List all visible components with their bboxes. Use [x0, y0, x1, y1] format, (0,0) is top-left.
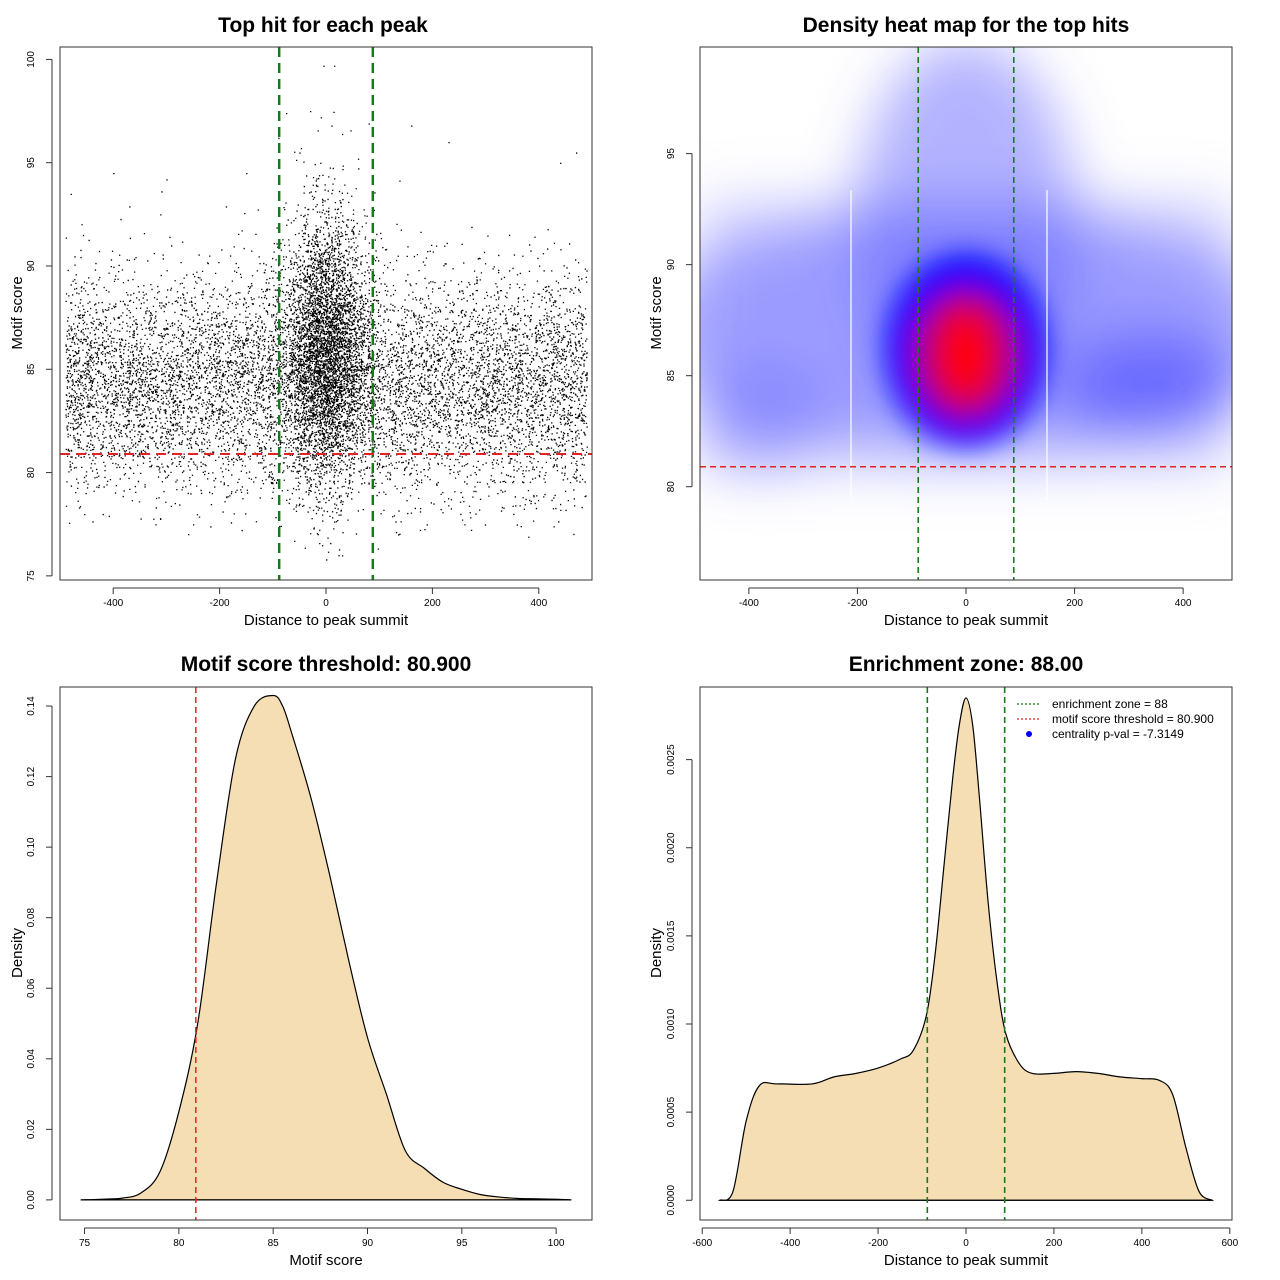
y-tick-label: 90: [26, 260, 37, 272]
score-density-title: Motif score threshold: 80.900: [181, 653, 472, 676]
heatmap-x-axis-label: Distance to peak summit: [884, 612, 1049, 629]
y-tick-label: 0.0025: [666, 744, 677, 775]
distance-density-x-axis-label: Distance to peak summit: [884, 1252, 1049, 1269]
score-density-y-axis-label: Density: [9, 927, 26, 978]
x-tick-label: -400: [739, 598, 759, 609]
y-tick-label: 0.02: [26, 1119, 37, 1139]
x-tick-label: 400: [530, 598, 547, 609]
y-tick-label: 0.00: [26, 1190, 37, 1210]
distance-density-title: Enrichment zone: 88.00: [849, 653, 1084, 676]
score-density-panel: Motif score threshold: 80.900 75 80 85 90 95…: [9, 653, 593, 1269]
x-tick-label: -600: [692, 1238, 712, 1249]
y-tick-label: 0.0015: [666, 920, 677, 951]
y-tick-label: 0.0020: [666, 832, 677, 863]
x-tick-label: 0: [963, 598, 969, 609]
x-tick-label: -400: [780, 1238, 800, 1249]
distance-density-plot-frame: [699, 686, 1233, 1221]
x-tick-label: 90: [362, 1238, 374, 1249]
x-tick-label: 200: [424, 598, 441, 609]
heatmap-axes: -400 -200 0 200 400 80 85 90 95: [666, 148, 1192, 609]
x-tick-label: -400: [103, 598, 123, 609]
x-tick-label: 600: [1221, 1238, 1238, 1249]
x-tick-label: -200: [210, 598, 230, 609]
score-density-x-axis-label: Motif score: [289, 1252, 362, 1269]
legend-enrichment-label: enrichment zone = 88: [1052, 697, 1168, 711]
y-tick-label: 0.12: [26, 766, 37, 786]
x-tick-label: 400: [1175, 598, 1192, 609]
y-tick-label: 80: [26, 467, 37, 479]
y-tick-label: 0.14: [26, 696, 37, 716]
y-tick-label: 0.0010: [666, 1008, 677, 1039]
x-tick-label: 95: [456, 1238, 468, 1249]
scatter-panel: Top hit for each peak -400 -200 0 200 400 75 8…: [9, 14, 593, 629]
y-tick-label: 0.0005: [666, 1096, 677, 1127]
y-tick-label: 95: [666, 148, 677, 160]
distance-density-curve: [717, 697, 1215, 1201]
y-tick-label: 95: [26, 157, 37, 169]
heatmap-panel: Density heat map for the top hits: [648, 14, 1233, 629]
y-tick-label: 85: [26, 363, 37, 375]
y-tick-label: 0.10: [26, 837, 37, 857]
x-tick-label: -200: [847, 598, 867, 609]
scatter-points: [65, 65, 588, 561]
x-tick-label: 0: [963, 1238, 969, 1249]
score-density-plot-frame: [59, 686, 593, 1221]
y-tick-label: 85: [666, 370, 677, 382]
score-density-axes: 75 80 85 90 95 100 0.00 0.02 0.04 0.06 0.08 0.10 0.1…: [26, 696, 565, 1249]
scatter-x-axis-label: Distance to peak summit: [244, 612, 409, 629]
scatter-title: Top hit for each peak: [218, 14, 428, 37]
y-tick-label: 0.06: [26, 978, 37, 998]
scatter-plot-frame: [59, 46, 593, 581]
x-tick-label: 200: [1066, 598, 1083, 609]
x-tick-label: 0: [323, 598, 329, 609]
y-tick-label: 75: [26, 570, 37, 582]
y-tick-label: 80: [666, 481, 677, 493]
score-density-curve: [80, 694, 572, 1201]
heatmap-plot-frame: [699, 46, 1233, 581]
distance-density-axes: -600 -400 -200 0 200 400 600 0.0000 0.0005 0.0010…: [666, 744, 1239, 1249]
legend-pval-point: [1026, 731, 1032, 737]
distance-density-legend: enrichment zone = 88 motif score thresho…: [1017, 697, 1214, 741]
scatter-axes: -400 -200 0 200 400 75 80 85 90 95 100: [26, 51, 548, 609]
distance-density-panel: Enrichment zone: 88.00 -600 -400 -200 0 200 4…: [648, 653, 1239, 1269]
y-tick-label: 100: [26, 51, 37, 68]
x-tick-label: 200: [1046, 1238, 1063, 1249]
y-tick-label: 0.04: [26, 1049, 37, 1069]
heatmap-density-field: [700, 47, 1232, 500]
heatmap-title: Density heat map for the top hits: [803, 14, 1130, 37]
scatter-y-axis-label: Motif score: [9, 276, 26, 349]
scatter-point-cloud: [65, 65, 588, 561]
x-tick-label: 80: [173, 1238, 185, 1249]
heatmap-y-axis-label: Motif score: [648, 276, 665, 349]
distance-density-y-axis-label: Density: [648, 927, 665, 978]
legend-pval-label: centrality p-val = -7.3149: [1052, 727, 1184, 741]
x-tick-label: 75: [79, 1238, 91, 1249]
x-tick-label: 100: [548, 1238, 565, 1249]
x-tick-label: 85: [268, 1238, 280, 1249]
legend-threshold-label: motif score threshold = 80.900: [1052, 712, 1214, 726]
x-tick-label: 400: [1134, 1238, 1151, 1249]
y-tick-label: 0.0000: [666, 1185, 677, 1216]
y-tick-label: 0.08: [26, 908, 37, 928]
y-tick-label: 90: [666, 259, 677, 271]
x-tick-label: -200: [868, 1238, 888, 1249]
